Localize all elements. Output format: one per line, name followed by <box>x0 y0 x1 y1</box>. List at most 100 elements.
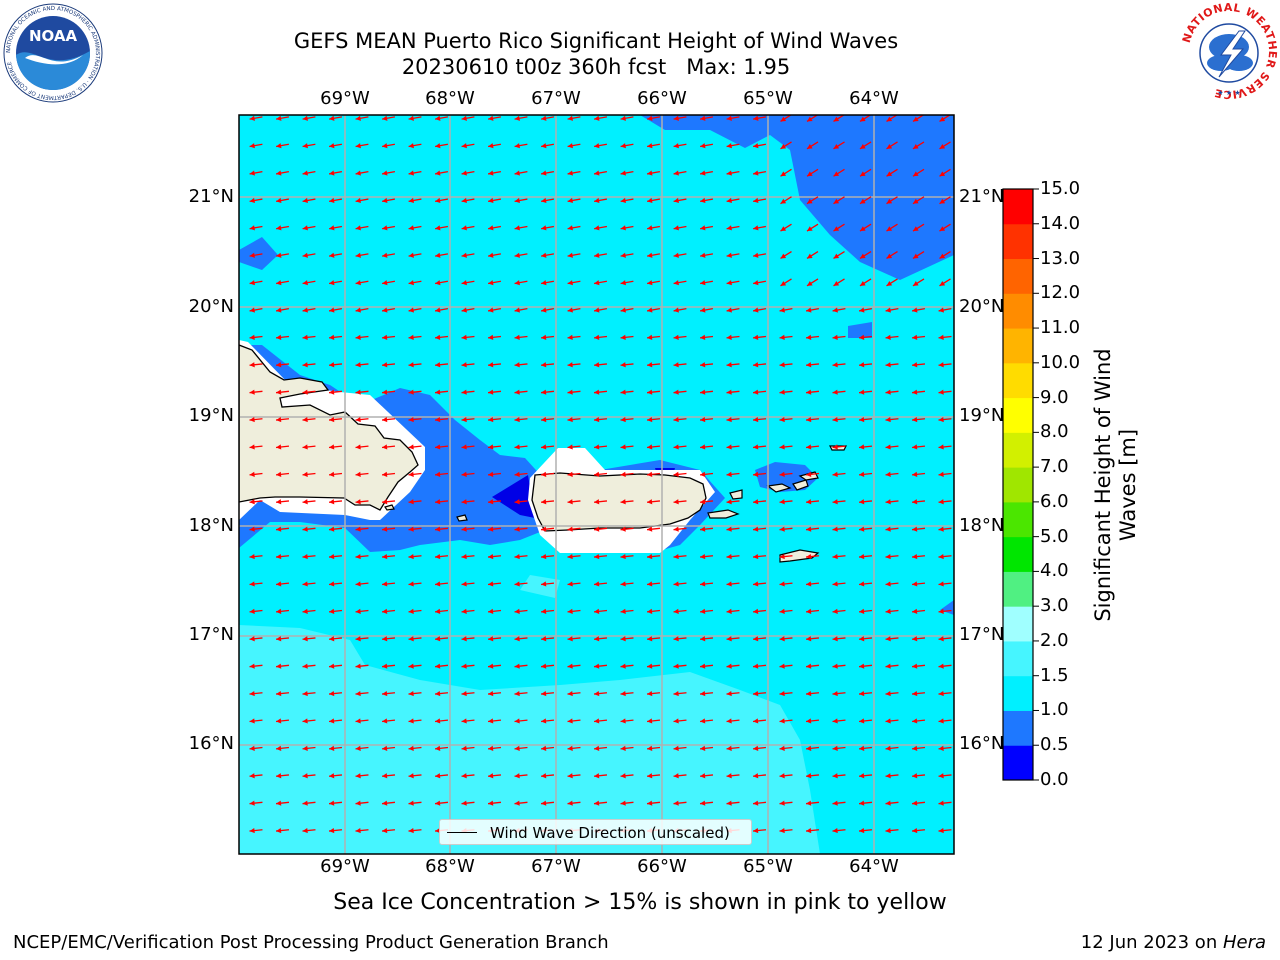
wave-direction-arrow <box>726 143 740 149</box>
wave-direction-arrow <box>859 168 872 177</box>
land-mona-island <box>456 514 468 522</box>
wave-direction-arrow <box>726 362 740 368</box>
wave-direction-arrow <box>461 334 475 340</box>
wave-direction-arrow <box>355 663 369 669</box>
colorbar-tick-label: 6.0 <box>1040 490 1069 512</box>
wave-direction-arrow <box>381 389 396 395</box>
lat-label-right-19n: 19°N <box>959 405 1005 426</box>
colorbar-tick-label: 1.5 <box>1040 664 1069 686</box>
wave-direction-arrow <box>461 773 475 779</box>
wave-direction-arrow <box>408 444 422 450</box>
wave-direction-arrow <box>381 690 396 697</box>
wave-direction-arrow <box>646 252 661 258</box>
wave-direction-arrow <box>487 800 502 806</box>
legend-label: Wind Wave Direction (unscaled) <box>490 824 730 842</box>
wave-direction-arrow <box>885 553 899 560</box>
wave-direction-arrow <box>567 773 581 779</box>
wave-direction-arrow <box>699 225 714 231</box>
wave-direction-arrow <box>540 280 555 286</box>
wave-direction-arrow <box>355 416 369 423</box>
wave-direction-arrow <box>328 444 343 450</box>
wave-direction-arrow <box>911 553 926 560</box>
wave-direction-arrow <box>885 745 899 751</box>
wave-direction-arrow <box>726 280 740 286</box>
wave-direction-arrow <box>355 553 369 560</box>
wave-direction-arrow <box>646 581 661 587</box>
wave-direction-arrow <box>567 307 581 313</box>
wave-direction-arrow <box>540 718 555 724</box>
wave-direction-arrow <box>593 362 608 368</box>
lat-label-left-18n: 18°N <box>188 515 234 536</box>
wave-direction-arrow <box>885 526 899 532</box>
wave-direction-arrow <box>912 223 925 232</box>
wave-direction-arrow <box>726 389 740 395</box>
wave-direction-arrow <box>461 553 475 560</box>
wave-direction-arrow <box>408 170 422 176</box>
wave-direction-arrow <box>408 773 422 779</box>
lon-label-bottom-69w: 69°W <box>320 856 370 877</box>
colorbar-segment-1 <box>1003 710 1033 746</box>
wave-direction-arrow <box>858 608 873 614</box>
wave-direction-arrow <box>620 553 634 560</box>
wave-direction-arrow <box>434 334 449 340</box>
wave-direction-arrow <box>328 416 343 423</box>
wave-field-0.5-1-dot <box>848 322 872 338</box>
wave-direction-arrow <box>938 827 952 834</box>
wave-direction-arrow <box>779 745 793 751</box>
wave-direction-arrow <box>805 718 820 724</box>
wave-direction-arrow <box>939 141 951 150</box>
wave-direction-arrow <box>832 608 846 614</box>
wave-direction-arrow <box>779 608 793 614</box>
wave-direction-arrow <box>779 499 793 505</box>
wave-direction-arrow <box>302 800 316 806</box>
wave-direction-arrow <box>355 252 369 258</box>
wave-direction-arrow <box>487 416 502 423</box>
wave-direction-arrow <box>938 526 952 532</box>
wave-direction-arrow <box>328 636 343 642</box>
wave-direction-arrow <box>328 334 343 340</box>
wave-direction-arrow <box>249 444 263 450</box>
wave-direction-arrow <box>487 663 502 669</box>
wave-direction-arrow <box>328 690 343 697</box>
wave-direction-arrow <box>699 773 714 779</box>
wave-direction-arrow <box>381 362 396 368</box>
wave-direction-arrow <box>434 718 449 724</box>
wave-direction-arrow <box>381 800 396 806</box>
wave-direction-arrow <box>434 663 449 669</box>
wave-direction-arrow <box>806 168 819 177</box>
wave-direction-arrow <box>752 389 767 395</box>
wave-direction-arrow <box>249 143 263 149</box>
wave-direction-arrow <box>514 389 528 395</box>
wave-direction-arrow <box>858 471 873 477</box>
wave-direction-arrow <box>726 334 740 340</box>
wave-direction-arrow <box>858 690 873 697</box>
wave-direction-arrow <box>885 718 899 724</box>
colorbar-tick-label: 5.0 <box>1040 525 1069 547</box>
wave-direction-arrow <box>911 745 926 751</box>
wave-direction-arrow <box>911 471 926 477</box>
wave-direction-arrow <box>911 416 926 423</box>
wave-direction-arrow <box>540 526 555 532</box>
wave-direction-arrow <box>752 307 767 313</box>
wave-direction-arrow <box>487 444 502 450</box>
wave-direction-arrow <box>381 416 396 423</box>
wave-direction-arrow <box>381 471 396 477</box>
wave-direction-arrow <box>355 608 369 614</box>
wave-direction-arrow <box>911 362 926 368</box>
colorbar-segment-8 <box>1003 467 1033 503</box>
wave-direction-arrow <box>806 223 819 232</box>
wave-direction-arrow <box>355 526 369 532</box>
wave-direction-arrow <box>912 168 925 177</box>
wave-direction-arrow <box>699 143 714 149</box>
wave-direction-arrow <box>726 663 740 669</box>
wave-direction-arrow <box>832 553 846 560</box>
wave-direction-arrow <box>885 389 899 395</box>
wave-direction-arrow <box>249 718 263 724</box>
wave-direction-arrow <box>567 690 581 697</box>
noaa-logo-text: NOAA <box>29 27 78 45</box>
wave-direction-arrow <box>434 636 449 642</box>
wave-direction-arrow <box>434 197 449 204</box>
wave-direction-arrow <box>249 307 263 313</box>
wave-direction-arrow <box>593 718 608 724</box>
wave-direction-arrow <box>461 307 475 313</box>
